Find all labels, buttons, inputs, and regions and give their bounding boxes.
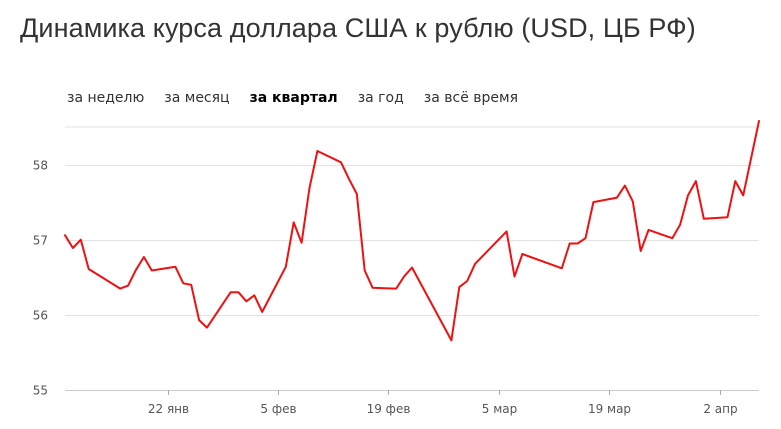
data-point[interactable] xyxy=(676,221,684,229)
data-point[interactable] xyxy=(69,244,77,252)
y-tick-label: 56 xyxy=(33,309,48,323)
data-point[interactable] xyxy=(171,263,179,271)
data-point[interactable] xyxy=(739,191,747,199)
data-point[interactable] xyxy=(621,182,629,190)
data-point[interactable] xyxy=(290,218,298,226)
data-point[interactable] xyxy=(447,336,455,344)
data-point[interactable] xyxy=(684,191,692,199)
data-point[interactable] xyxy=(408,264,416,272)
x-tick-label: 2 апр xyxy=(703,402,737,416)
data-point[interactable] xyxy=(629,197,637,205)
data-point[interactable] xyxy=(353,190,361,198)
tab-year[interactable]: за год xyxy=(357,90,404,106)
data-point[interactable] xyxy=(116,285,124,293)
x-tick-label: 22 янв xyxy=(148,402,189,416)
x-axis: 22 янв 5 фев 19 фев 5 мар 19 мар 2 апр xyxy=(148,390,738,416)
data-point[interactable] xyxy=(755,117,763,125)
data-point[interactable] xyxy=(195,316,203,324)
data-point[interactable] xyxy=(582,234,590,242)
data-point[interactable] xyxy=(227,288,235,296)
data-point[interactable] xyxy=(250,291,258,299)
tab-month[interactable]: за месяц xyxy=(164,90,230,106)
data-point[interactable] xyxy=(637,247,645,255)
y-tick-label: 55 xyxy=(33,384,48,398)
data-point[interactable] xyxy=(345,175,353,183)
data-point[interactable] xyxy=(242,297,250,305)
data-point[interactable] xyxy=(566,240,574,248)
data-point[interactable] xyxy=(400,273,408,281)
data-point[interactable] xyxy=(361,267,369,275)
data-point[interactable] xyxy=(589,198,597,206)
data-point[interactable] xyxy=(77,236,85,244)
x-tick-label: 5 мар xyxy=(482,402,517,416)
y-tick-label: 58 xyxy=(33,159,48,173)
data-point[interactable] xyxy=(700,215,708,223)
data-point[interactable] xyxy=(124,282,132,290)
data-point[interactable] xyxy=(369,284,377,292)
data-point[interactable] xyxy=(724,213,732,221)
data-point[interactable] xyxy=(85,265,93,273)
data-point[interactable] xyxy=(61,231,69,239)
data-point[interactable] xyxy=(503,227,511,235)
data-point[interactable] xyxy=(392,285,400,293)
y-tick-label: 57 xyxy=(33,234,48,248)
data-point[interactable] xyxy=(463,277,471,285)
data-point[interactable] xyxy=(337,158,345,166)
tab-all-time[interactable]: за всё время xyxy=(423,90,518,106)
data-point[interactable] xyxy=(235,288,243,296)
data-point[interactable] xyxy=(558,264,566,272)
data-point[interactable] xyxy=(518,250,526,258)
x-tick-label: 5 фев xyxy=(260,402,296,416)
tab-week[interactable]: за неделю xyxy=(67,90,145,106)
x-tick-label: 19 мар xyxy=(588,402,631,416)
tab-quarter[interactable]: за квартал xyxy=(249,90,338,106)
data-point[interactable] xyxy=(306,184,314,192)
data-point[interactable] xyxy=(511,273,519,281)
data-point[interactable] xyxy=(692,177,700,185)
data-point[interactable] xyxy=(179,279,187,287)
data-point[interactable] xyxy=(313,147,321,155)
data-point[interactable] xyxy=(455,283,463,291)
data-point[interactable] xyxy=(471,260,479,268)
data-point[interactable] xyxy=(282,263,290,271)
data-point[interactable] xyxy=(613,194,621,202)
x-tick-label: 19 фев xyxy=(367,402,411,416)
period-tabs: за неделю за месяц за квартал за год за … xyxy=(67,90,538,106)
data-point[interactable] xyxy=(203,324,211,332)
data-point[interactable] xyxy=(298,239,306,247)
series-line xyxy=(64,120,760,342)
data-point[interactable] xyxy=(148,267,156,275)
data-point[interactable] xyxy=(187,281,195,289)
chart-title: Динамика курса доллара США к рублю (USD,… xyxy=(20,13,696,43)
data-point[interactable] xyxy=(132,266,140,274)
data-point[interactable] xyxy=(731,177,739,185)
y-axis: 55 56 57 58 xyxy=(33,159,48,398)
data-point[interactable] xyxy=(668,234,676,242)
data-point[interactable] xyxy=(140,253,148,261)
grid xyxy=(65,126,759,391)
data-point[interactable] xyxy=(574,240,582,248)
data-point[interactable] xyxy=(258,308,266,316)
data-layer xyxy=(61,117,763,344)
data-point[interactable] xyxy=(645,226,653,234)
